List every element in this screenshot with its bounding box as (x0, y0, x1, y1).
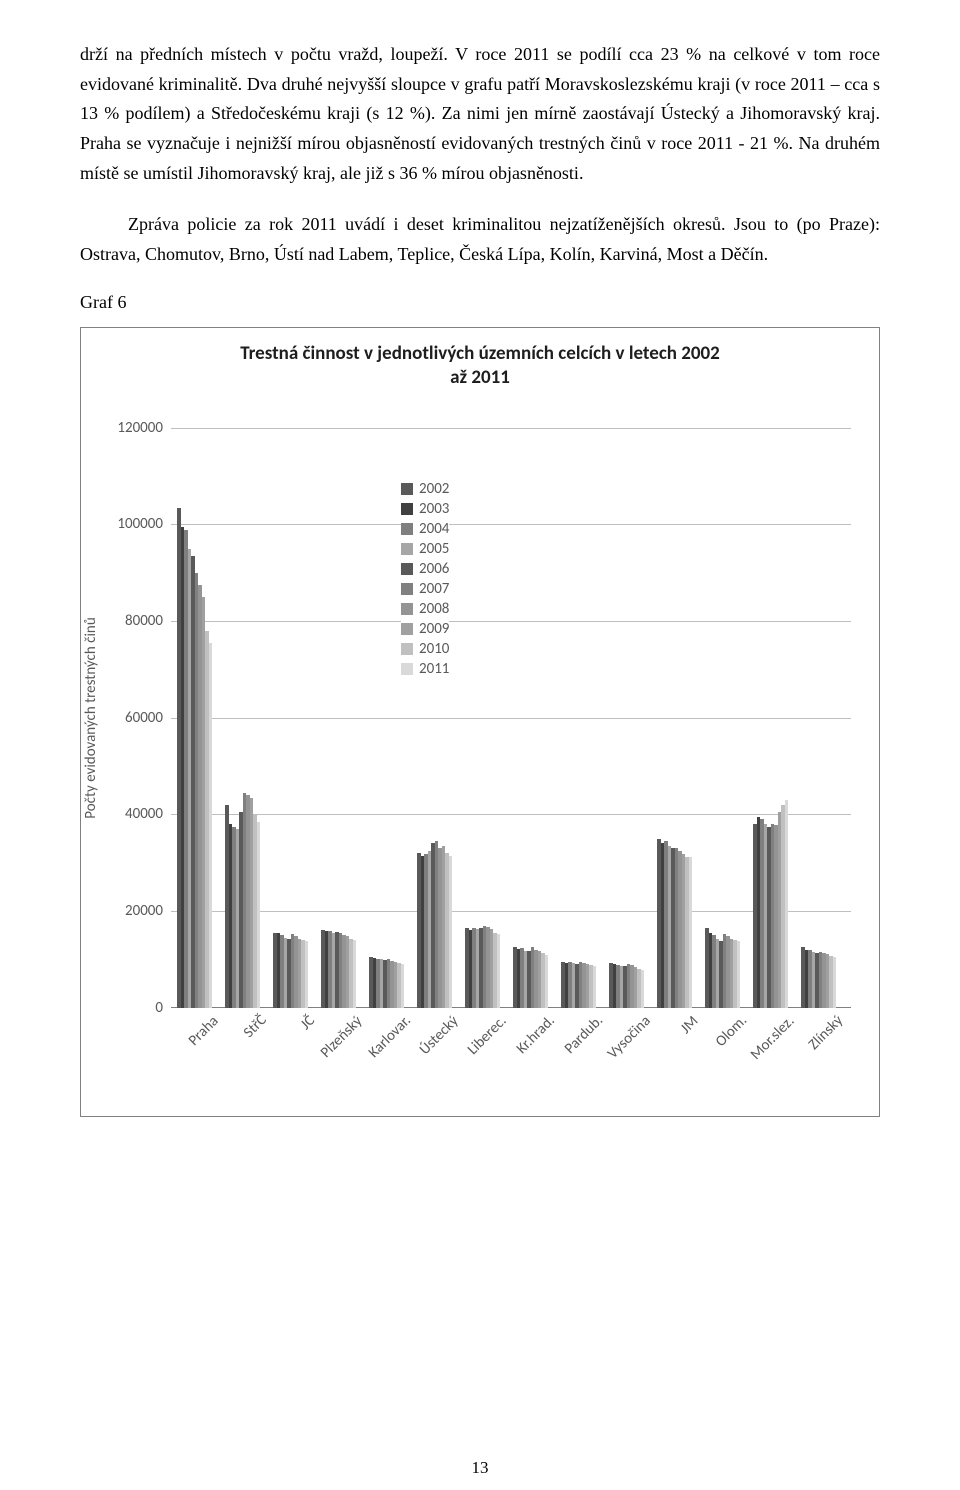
legend-item: 2008 (401, 600, 449, 618)
bar (641, 970, 645, 1008)
legend-item: 2010 (401, 640, 449, 658)
legend-swatch (401, 503, 413, 515)
legend-label: 2011 (419, 660, 449, 678)
bar (737, 941, 741, 1008)
legend-item: 2011 (401, 660, 449, 678)
legend-label: 2010 (419, 640, 449, 658)
legend-swatch (401, 523, 413, 535)
legend-item: 2005 (401, 540, 449, 558)
bar (545, 955, 549, 1008)
legend-item: 2006 (401, 560, 449, 578)
legend-swatch (401, 543, 413, 555)
category-label: Mor.slez. (747, 1012, 798, 1063)
paragraph-2: Zpráva policie za rok 2011 uvádí i deset… (80, 210, 880, 269)
legend-label: 2007 (419, 580, 449, 598)
bar (689, 857, 693, 1008)
legend-swatch (401, 563, 413, 575)
legend-swatch (401, 583, 413, 595)
chart-title: Trestná činnost v jednotlivých územních … (81, 342, 879, 390)
bar (833, 957, 837, 1008)
grid-line (171, 524, 851, 525)
y-tick-label: 120000 (117, 419, 171, 437)
bar (593, 966, 597, 1008)
y-tick-label: 40000 (125, 805, 171, 823)
category-label: Pardub. (561, 1012, 607, 1058)
legend-item: 2003 (401, 500, 449, 518)
page: drží na předních místech v počtu vražd, … (0, 0, 960, 1490)
bar (449, 856, 453, 1008)
graf-label: Graf 6 (80, 292, 880, 313)
y-axis-label: Počty evidovaných trestných činů (82, 617, 100, 818)
category-label: JM (677, 1012, 702, 1037)
bar (257, 822, 261, 1008)
grid-line (171, 911, 851, 912)
category-label: StřČ (240, 1012, 271, 1043)
legend-item: 2007 (401, 580, 449, 598)
bar (305, 941, 309, 1008)
legend-swatch (401, 623, 413, 635)
legend-swatch (401, 483, 413, 495)
paragraph-1: drží na předních místech v počtu vražd, … (80, 40, 880, 188)
category-label: Karlovar. (365, 1012, 415, 1062)
chart-title-line1: Trestná činnost v jednotlivých územních … (240, 342, 720, 365)
legend-label: 2004 (419, 520, 449, 538)
grid-line (171, 718, 851, 719)
y-tick-label: 60000 (125, 709, 171, 727)
y-tick-label: 100000 (117, 515, 171, 533)
category-label: Ústecký (416, 1012, 462, 1058)
legend-label: 2003 (419, 500, 449, 518)
legend-label: 2009 (419, 620, 449, 638)
grid-line (171, 621, 851, 622)
bar (209, 643, 213, 1008)
legend-label: 2005 (419, 540, 449, 558)
page-number: 13 (0, 1458, 960, 1478)
legend: 2002 2003 2004 2005 2006 2007 2008 2009 2010 2011 (401, 478, 449, 680)
legend-item: 2002 (401, 480, 449, 498)
legend-item: 2004 (401, 520, 449, 538)
legend-label: 2008 (419, 600, 449, 618)
crime-chart: Trestná činnost v jednotlivých územních … (80, 327, 880, 1117)
category-label: Liberec. (464, 1012, 510, 1058)
y-tick-label: 20000 (125, 902, 171, 920)
y-tick-label: 0 (155, 999, 171, 1017)
category-label: JČ (297, 1012, 319, 1034)
legend-label: 2006 (419, 560, 449, 578)
category-label: Plzeňský (317, 1012, 366, 1061)
legend-item: 2009 (401, 620, 449, 638)
category-label: Zlínský (805, 1012, 847, 1054)
bar (401, 964, 405, 1008)
category-label: Kr.hrad. (513, 1012, 559, 1058)
legend-swatch (401, 603, 413, 615)
bar (353, 940, 357, 1008)
category-label: Vysočina (604, 1012, 655, 1063)
chart-title-line2: až 2011 (450, 366, 510, 389)
plot-area: 020000400006000080000100000120000PrahaSt… (171, 428, 851, 1008)
legend-swatch (401, 663, 413, 675)
category-label: Praha (185, 1012, 222, 1049)
y-tick-label: 80000 (125, 612, 171, 630)
legend-label: 2002 (419, 480, 449, 498)
grid-line (171, 814, 851, 815)
category-label: Olom. (712, 1012, 751, 1051)
grid-line (171, 428, 851, 429)
legend-swatch (401, 643, 413, 655)
bar (497, 934, 501, 1007)
bar (785, 800, 789, 1008)
